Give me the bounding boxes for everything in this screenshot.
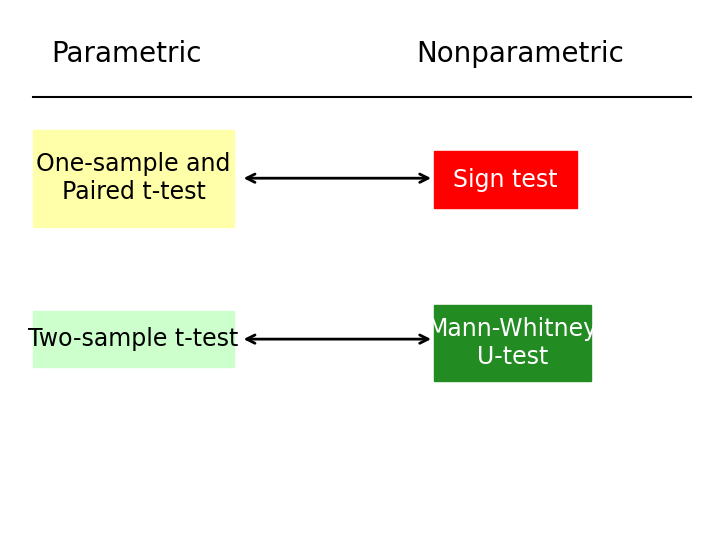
FancyBboxPatch shape	[434, 151, 577, 208]
Text: Sign test: Sign test	[453, 167, 558, 192]
FancyBboxPatch shape	[33, 130, 233, 227]
Text: Mann-Whitney
U-test: Mann-Whitney U-test	[428, 317, 598, 369]
Text: Parametric: Parametric	[51, 40, 202, 68]
Text: Nonparametric: Nonparametric	[415, 40, 624, 68]
Text: One-sample and
Paired t-test: One-sample and Paired t-test	[36, 152, 230, 204]
FancyBboxPatch shape	[434, 305, 591, 381]
Text: Two-sample t-test: Two-sample t-test	[28, 327, 239, 351]
FancyBboxPatch shape	[33, 310, 233, 367]
